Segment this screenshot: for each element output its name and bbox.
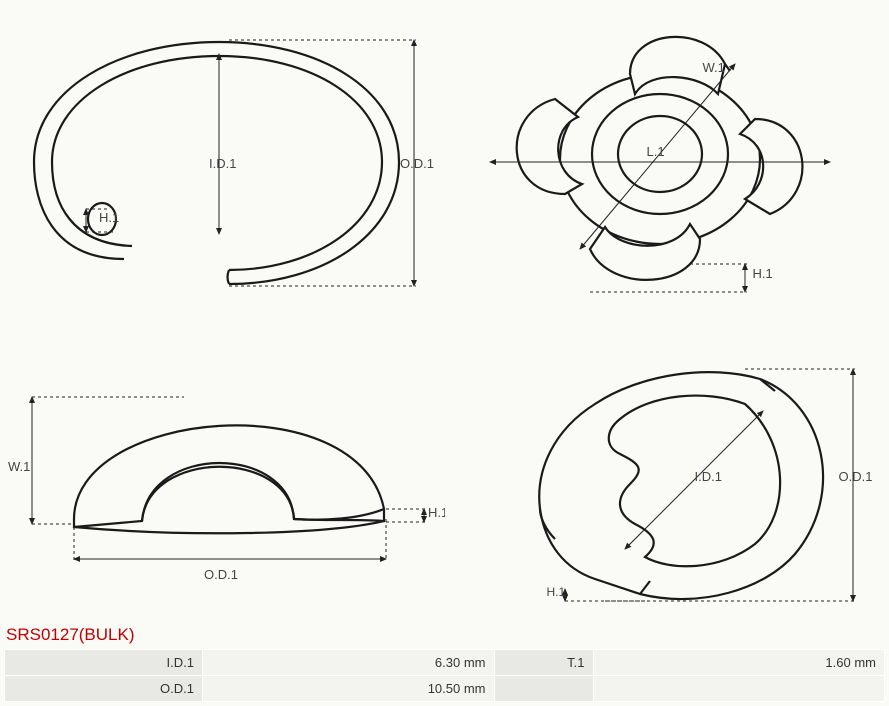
panel-eclip: I.D.1 O.D.1 H.1 [445, 319, 886, 619]
label-id1: I.D.1 [209, 156, 236, 171]
spec-label: T.1 [494, 650, 593, 676]
label-h1d: H.1 [547, 585, 566, 599]
eclip-drawing [445, 319, 885, 619]
label-w1b: W.1 [8, 459, 30, 474]
diagram-grid: I.D.1 O.D.1 H.1 [4, 4, 885, 619]
spec-label: O.D.1 [5, 676, 203, 702]
spec-table: I.D.1 6.30 mm T.1 1.60 mm O.D.1 10.50 mm [4, 649, 885, 702]
table-row: I.D.1 6.30 mm T.1 1.60 mm [5, 650, 885, 676]
panel-halfring: W.1 O.D.1 H.1 [4, 319, 445, 619]
panel-open-ring: I.D.1 O.D.1 H.1 [4, 4, 445, 319]
label-h1: H.1 [99, 210, 119, 225]
spec-value [593, 676, 885, 702]
cam-drawing [445, 4, 885, 319]
label-h1b: H.1 [753, 266, 773, 281]
panel-cam: W.1 L.1 H.1 [445, 4, 886, 319]
spec-label [494, 676, 593, 702]
label-od1: O.D.1 [400, 156, 434, 171]
spec-value: 10.50 mm [203, 676, 495, 702]
spec-value: 6.30 mm [203, 650, 495, 676]
spec-value: 1.60 mm [593, 650, 885, 676]
label-id1b: I.D.1 [695, 469, 722, 484]
label-w1: W.1 [703, 60, 725, 75]
product-title: SRS0127(BULK) [4, 619, 885, 649]
label-od1b: O.D.1 [204, 567, 238, 582]
spec-label: I.D.1 [5, 650, 203, 676]
table-row: O.D.1 10.50 mm [5, 676, 885, 702]
label-l1: L.1 [647, 144, 665, 159]
label-od1c: O.D.1 [839, 469, 873, 484]
